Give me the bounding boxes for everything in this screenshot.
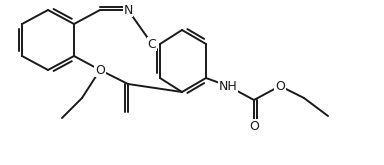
Text: O: O — [95, 64, 105, 77]
Text: C: C — [147, 37, 156, 50]
Text: O: O — [249, 119, 259, 132]
Text: N: N — [123, 3, 133, 16]
Text: O: O — [275, 80, 285, 93]
Text: NH: NH — [218, 80, 237, 93]
